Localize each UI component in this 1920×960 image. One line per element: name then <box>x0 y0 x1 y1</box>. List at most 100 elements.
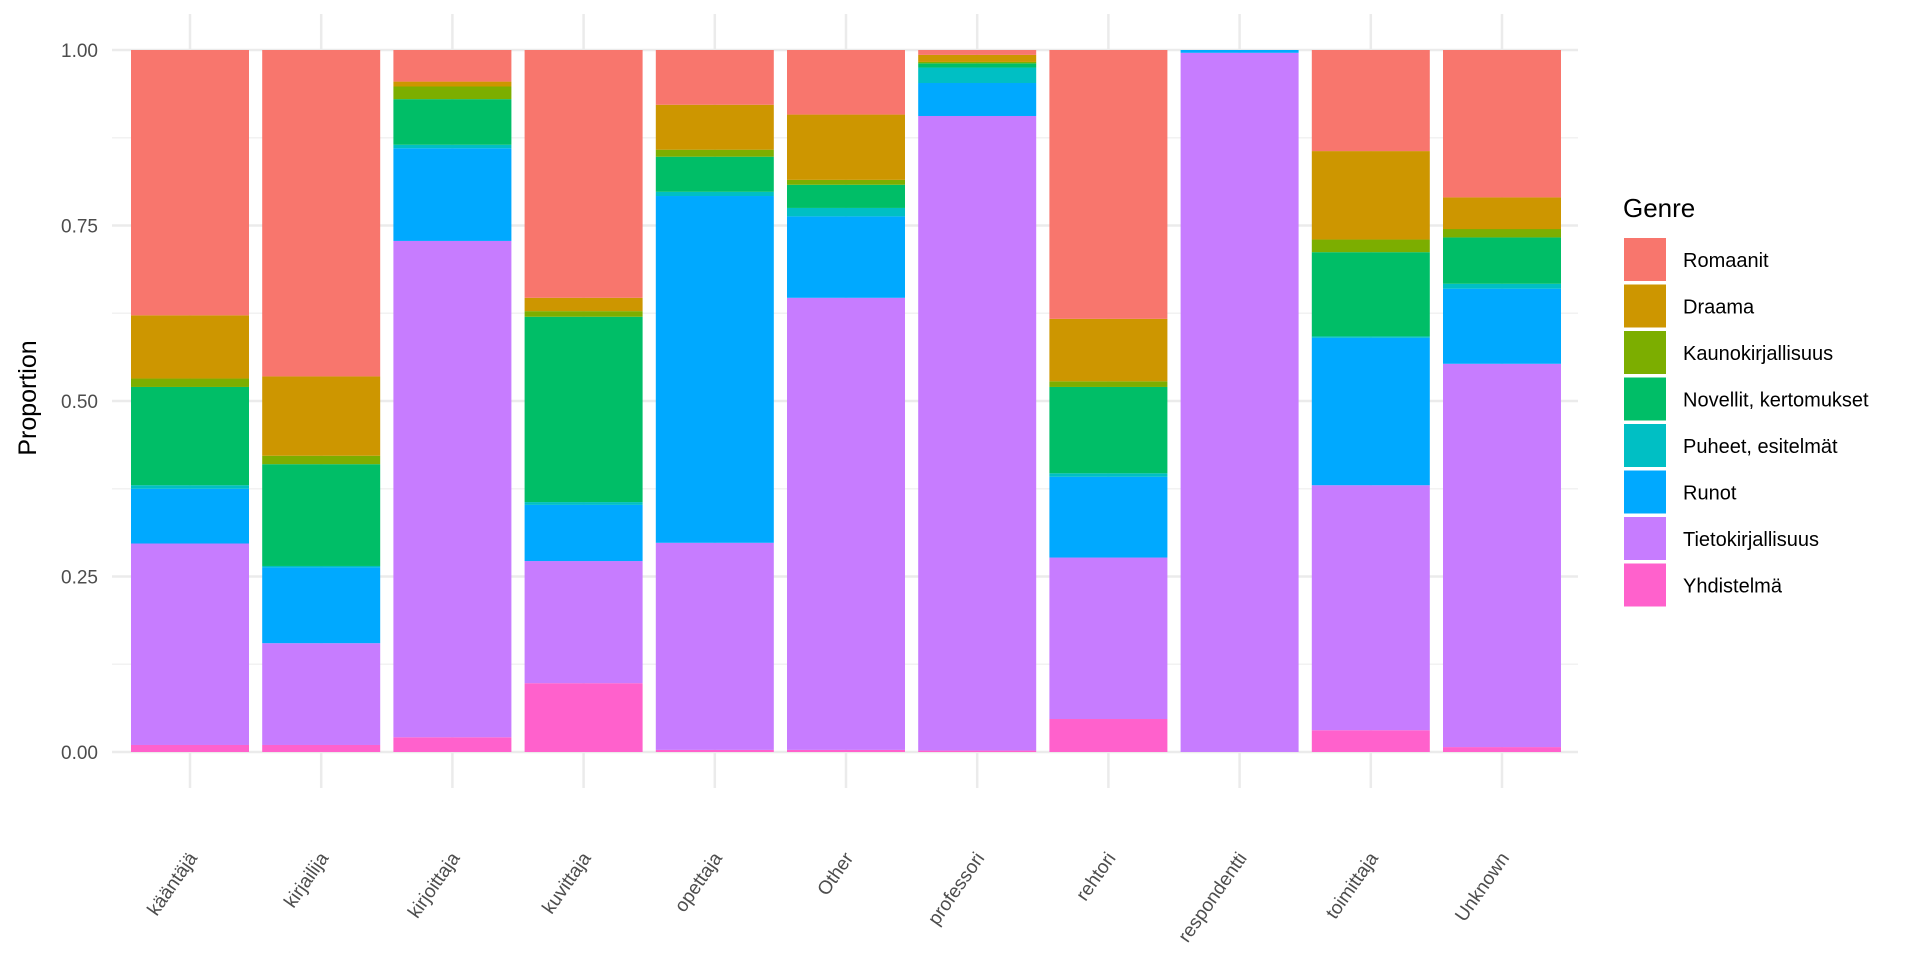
bar-segment-kaunokirjallisuus-rehtori <box>1049 381 1168 387</box>
bar-segment-puheet-esitelmät-unknown <box>1443 283 1561 289</box>
bar-segment-runot-rehtori <box>1049 476 1168 558</box>
bar-segment-tietokirjallisuus-rehtori <box>1049 557 1168 720</box>
bar-segment-tietokirjallisuus-respondentti <box>1180 52 1299 753</box>
bar-segment-yhdistelmä-kuvittaja <box>524 683 643 752</box>
bar-segment-romaanit-kirjailija <box>262 50 381 377</box>
bar-segment-novellit-kertomukset-opettaja <box>655 156 774 192</box>
bar-segment-kaunokirjallisuus-opettaja <box>655 149 774 157</box>
bar-segment-romaanit-kääntäjä <box>131 50 249 316</box>
bar-segment-kaunokirjallisuus-professori <box>918 61 1037 64</box>
x-tick-label: kirjoittaja <box>404 848 464 922</box>
y-tick-label: 1.00 <box>61 41 98 62</box>
bar-segment-draama-professori <box>918 54 1037 62</box>
y-axis-ticks: 0.00 0.25 0.50 0.75 1.00 <box>61 41 98 764</box>
y-axis-title: Proportion <box>14 340 42 455</box>
bar-segment-runot-toimittaja <box>1311 337 1430 486</box>
x-tick-label: respondentti <box>1175 849 1252 947</box>
bars <box>131 50 1561 753</box>
legend-label: Novellit, kertomukset <box>1683 390 1869 412</box>
bar-segment-novellit-kertomukset-professori <box>918 63 1037 68</box>
x-tick-label: opettaja <box>671 848 727 916</box>
bar-segment-novellit-kertomukset-kirjoittaja <box>393 99 512 145</box>
bar-segment-puheet-esitelmät-kirjoittaja <box>393 144 512 149</box>
bar-segment-runot-professori <box>918 82 1037 116</box>
bar-segment-draama-other <box>787 114 905 180</box>
bar-segment-runot-respondentti <box>1180 50 1299 53</box>
bar-segment-tietokirjallisuus-kirjailija <box>262 643 381 745</box>
bar-segment-draama-opettaja <box>655 104 774 150</box>
bar-segment-romaanit-opettaja <box>655 50 774 105</box>
legend-label: Draama <box>1683 297 1755 319</box>
bar-segment-novellit-kertomukset-rehtori <box>1049 386 1168 474</box>
legend-label: Romaanit <box>1683 250 1769 272</box>
legend-label: Puheet, esitelmät <box>1683 436 1838 458</box>
x-axis-ticks: kääntäjä kirjailija kirjoittaja kuvittaja op… <box>144 848 1514 946</box>
bar-segment-romaanit-professori <box>918 50 1037 55</box>
bar-segment-puheet-esitelmät-kääntäjä <box>131 485 249 489</box>
x-tick-label: Other <box>814 848 859 900</box>
bar-segment-romaanit-kuvittaja <box>524 50 643 298</box>
bar-segment-novellit-kertomukset-kirjailija <box>262 464 381 566</box>
bar-segment-tietokirjallisuus-opettaja <box>655 542 774 750</box>
bar-segment-yhdistelmä-rehtori <box>1049 719 1168 752</box>
bar-segment-novellit-kertomukset-unknown <box>1443 237 1561 284</box>
legend-key <box>1624 517 1666 560</box>
bar-segment-runot-kuvittaja <box>524 504 643 562</box>
bar-segment-tietokirjallisuus-professori <box>918 115 1037 751</box>
bar-segment-runot-kääntäjä <box>131 488 249 544</box>
bar-segment-tietokirjallisuus-toimittaja <box>1311 485 1430 731</box>
bar-segment-romaanit-rehtori <box>1049 50 1168 319</box>
x-tick-label: toimittaja <box>1322 848 1383 923</box>
bar-segment-tietokirjallisuus-kääntäjä <box>131 543 249 745</box>
legend-label: Runot <box>1683 483 1737 505</box>
bar-segment-puheet-esitelmät-rehtori <box>1049 473 1168 477</box>
bar-segment-kaunokirjallisuus-kirjailija <box>262 455 381 465</box>
bar-segment-kaunokirjallisuus-kuvittaja <box>524 311 643 317</box>
y-tick-label: 0.50 <box>61 392 98 413</box>
x-tick-label: Unknown <box>1451 849 1514 926</box>
bar-segment-draama-kirjailija <box>262 376 381 456</box>
bar-segment-puheet-esitelmät-professori <box>918 67 1037 83</box>
bar-segment-draama-rehtori <box>1049 318 1168 382</box>
bar-segment-kaunokirjallisuus-toimittaja <box>1311 239 1430 253</box>
bar-segment-runot-unknown <box>1443 288 1561 364</box>
y-tick-label: 0.25 <box>61 568 98 589</box>
bar-segment-puheet-esitelmät-kuvittaja <box>524 502 643 505</box>
bar-segment-yhdistelmä-unknown <box>1443 747 1561 752</box>
legend-title: Genre <box>1623 193 1695 223</box>
bar-segment-romaanit-other <box>787 50 905 115</box>
bar-segment-novellit-kertomukset-toimittaja <box>1311 252 1430 337</box>
bar-segment-kaunokirjallisuus-kääntäjä <box>131 378 249 387</box>
bar-segment-draama-kuvittaja <box>524 297 643 312</box>
bar-segment-yhdistelmä-kirjailija <box>262 744 381 752</box>
legend-key <box>1624 377 1666 421</box>
legend-label: Tietokirjallisuus <box>1683 529 1819 551</box>
bar-segment-tietokirjallisuus-kirjoittaja <box>393 240 512 738</box>
x-tick-label: professori <box>924 849 989 929</box>
bar-segment-tietokirjallisuus-other <box>787 297 905 750</box>
bar-segment-kaunokirjallisuus-kirjoittaja <box>393 86 512 100</box>
bar-segment-runot-kirjoittaja <box>393 148 512 241</box>
x-tick-label: kirjailija <box>280 848 333 911</box>
bar-segment-draama-toimittaja <box>1311 151 1430 240</box>
bar-segment-yhdistelmä-opettaja <box>655 749 774 752</box>
bar-segment-yhdistelmä-kääntäjä <box>131 744 249 752</box>
bar-segment-draama-kirjoittaja <box>393 81 512 87</box>
legend-key <box>1624 284 1666 328</box>
bar-segment-yhdistelmä-professori <box>918 750 1037 752</box>
bar-segment-runot-other <box>787 216 905 298</box>
bar-segment-romaanit-kirjoittaja <box>393 50 512 82</box>
bar-segment-kaunokirjallisuus-unknown <box>1443 229 1561 238</box>
x-tick-label: rehtori <box>1072 849 1120 905</box>
bar-segment-novellit-kertomukset-other <box>787 184 905 208</box>
bar-segment-yhdistelmä-toimittaja <box>1311 730 1430 752</box>
bar-segment-kaunokirjallisuus-other <box>787 179 905 185</box>
legend-key <box>1624 470 1666 514</box>
bar-segment-yhdistelmä-kirjoittaja <box>393 737 512 752</box>
bar-segment-novellit-kertomukset-kääntäjä <box>131 386 249 486</box>
bar-segment-tietokirjallisuus-kuvittaja <box>524 561 643 684</box>
bar-segment-romaanit-toimittaja <box>1311 50 1430 152</box>
bar-segment-draama-kääntäjä <box>131 315 249 379</box>
bar-segment-puheet-esitelmät-opettaja <box>655 191 774 197</box>
